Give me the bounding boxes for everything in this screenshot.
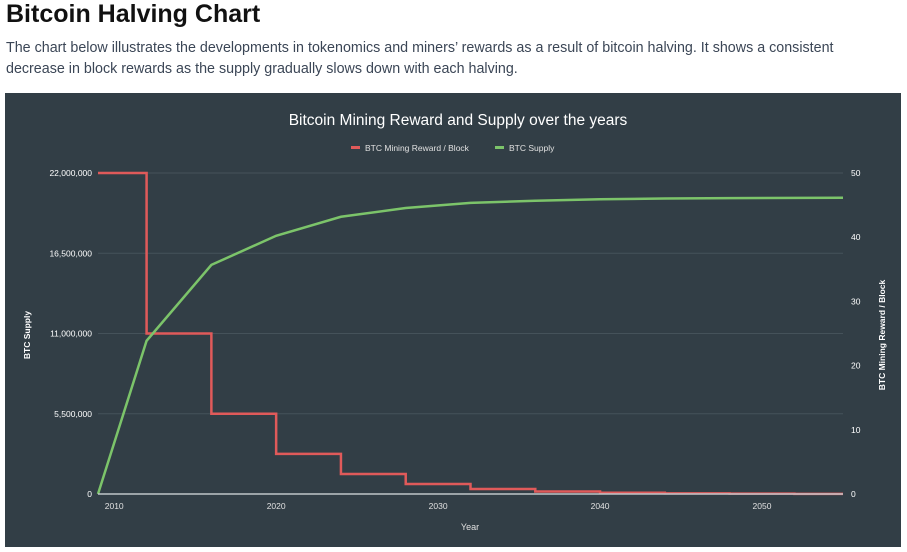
y-right-tick-label: 30: [851, 296, 861, 306]
supply-series-line: [96, 196, 844, 495]
legend-label: BTC Mining Reward / Block: [365, 143, 470, 153]
legend-swatch: [495, 146, 504, 149]
page-description: The chart below illustrates the developm…: [6, 40, 834, 77]
y-left-tick-label: 0: [87, 489, 92, 499]
y-right-tick-label: 20: [851, 361, 861, 371]
page-title: Bitcoin Halving Chart: [6, 0, 261, 28]
legend-label: BTC Supply: [509, 143, 555, 153]
y-right-axis-label: BTC Mining Reward / Block: [877, 279, 887, 390]
y-left-tick-label: 5,500,000: [54, 409, 92, 419]
y-right-tick-label: 40: [851, 232, 861, 242]
legend-swatch: [351, 146, 360, 149]
y-right-tick-label: 0: [851, 489, 856, 499]
chart-title: Bitcoin Mining Reward and Supply over th…: [289, 112, 628, 129]
x-tick-label: 2020: [267, 501, 286, 511]
y-left-tick-label: 11,000,000: [50, 329, 92, 339]
x-axis-label: Year: [461, 522, 479, 532]
y-left-tick-label: 16,500,000: [49, 248, 92, 258]
x-tick-label: 2010: [105, 501, 124, 511]
x-tick-label: 2030: [429, 501, 448, 511]
chart-svg: Bitcoin Mining Reward and Supply over th…: [22, 112, 887, 532]
x-tick-label: 2040: [591, 501, 610, 511]
chart-container: Bitcoin Mining Reward and Supply over th…: [5, 93, 901, 547]
y-left-axis-label: BTC Supply: [22, 311, 32, 359]
x-tick-label: 2050: [753, 501, 772, 511]
y-right-tick-label: 10: [851, 425, 861, 435]
y-left-tick-label: 22,000,000: [49, 168, 92, 178]
y-right-tick-label: 50: [851, 168, 861, 178]
